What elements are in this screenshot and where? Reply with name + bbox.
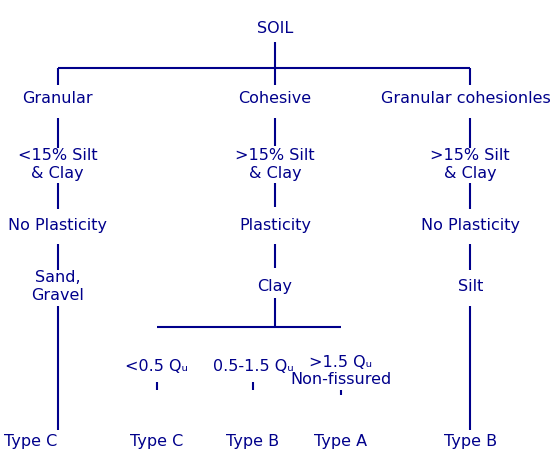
Text: Type B: Type B — [444, 434, 497, 449]
Text: <15% Silt
& Clay: <15% Silt & Clay — [18, 149, 97, 180]
Text: Granular: Granular — [23, 91, 93, 106]
Text: SOIL: SOIL — [257, 21, 293, 36]
Text: Silt: Silt — [458, 279, 483, 294]
Text: Type B: Type B — [227, 434, 279, 449]
Text: 0.5-1.5 Qᵤ: 0.5-1.5 Qᵤ — [213, 359, 293, 374]
Text: >15% Silt
& Clay: >15% Silt & Clay — [235, 149, 315, 180]
Text: Clay: Clay — [257, 279, 293, 294]
Text: Type A: Type A — [315, 434, 367, 449]
Text: Type C: Type C — [130, 434, 183, 449]
Text: Plasticity: Plasticity — [239, 218, 311, 233]
Text: >1.5 Qᵤ
Non-fissured: >1.5 Qᵤ Non-fissured — [290, 355, 392, 387]
Text: Cohesive: Cohesive — [239, 91, 311, 106]
Text: Granular cohesionless: Granular cohesionless — [381, 91, 550, 106]
Text: No Plasticity: No Plasticity — [8, 218, 107, 233]
Text: Sand,
Gravel: Sand, Gravel — [31, 271, 84, 303]
Text: No Plasticity: No Plasticity — [421, 218, 520, 233]
Text: Type C: Type C — [4, 434, 57, 449]
Text: <0.5 Qᵤ: <0.5 Qᵤ — [125, 359, 188, 374]
Text: >15% Silt
& Clay: >15% Silt & Clay — [431, 149, 510, 180]
